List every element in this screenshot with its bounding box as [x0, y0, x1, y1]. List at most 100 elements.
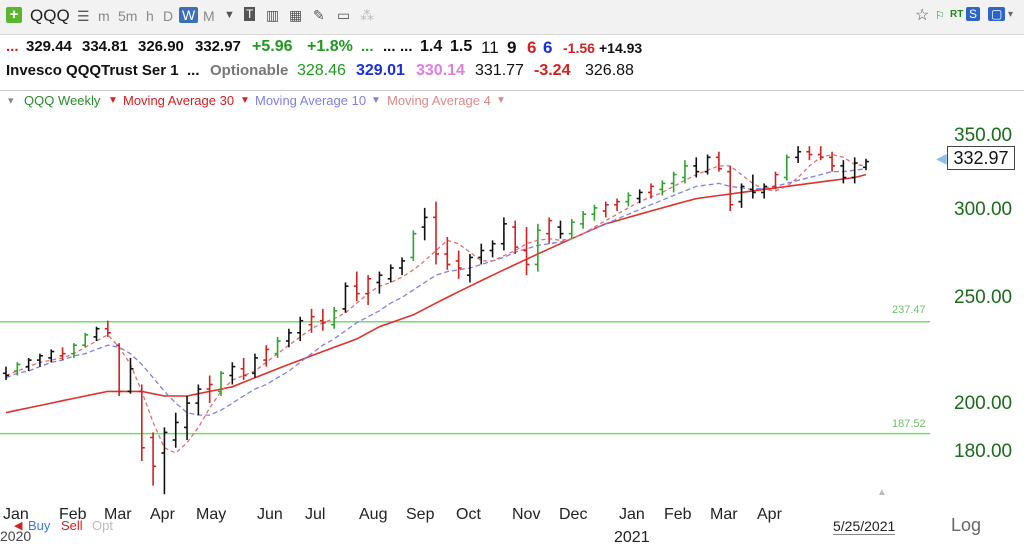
note-icon[interactable]: ▭ — [337, 7, 351, 23]
bar-chart-icon[interactable]: ▥ — [266, 7, 280, 23]
ohlc-bar — [48, 349, 55, 363]
log-toggle[interactable]: Log — [951, 515, 982, 535]
quote-v7: -1.56 — [563, 40, 595, 56]
quote-dots-2: ... — [361, 38, 374, 55]
tf-d[interactable]: D — [163, 8, 174, 24]
x-tick-jun: Jun — [257, 506, 283, 523]
ohlc-bar — [466, 253, 473, 283]
ohlc-bar — [693, 157, 700, 178]
expand-icon[interactable]: ▾ — [1008, 9, 1014, 20]
name-dots: ... — [187, 62, 200, 79]
ohlc-bar — [783, 154, 790, 181]
hline-label-237: 237.47 — [892, 304, 926, 316]
quote2-v3: 326.88 — [585, 62, 634, 79]
optionable-label: Optionable — [210, 62, 289, 79]
ohlc-bar — [331, 306, 338, 329]
x-tick-oct: Oct — [456, 506, 481, 523]
ohlc-bar — [557, 220, 564, 239]
legend-ma30[interactable]: Moving Average 30 — [123, 93, 235, 108]
series-line-0 — [5, 173, 867, 414]
y-tick-300: 300.00 — [954, 199, 1013, 220]
rt-badge[interactable]: RT — [950, 9, 964, 20]
quote-v5: 6 — [527, 38, 537, 57]
opt-button[interactable]: Opt — [92, 518, 113, 533]
star-icon[interactable]: ☆ — [915, 7, 930, 24]
quote-v2: 1.5 — [450, 38, 473, 55]
legend-dropdown-icon[interactable]: ▼ — [496, 95, 506, 106]
ohlc-bar — [14, 362, 21, 376]
quote-v3: 11 — [481, 38, 499, 57]
buy-button[interactable]: Buy — [28, 518, 51, 533]
tf-w[interactable]: W — [179, 7, 199, 23]
ohlc-bar — [104, 320, 111, 337]
ohlc-bar — [70, 343, 77, 358]
y-tick-250: 250.00 — [954, 287, 1013, 308]
ohlc-bar — [127, 357, 134, 394]
change-value: +5.96 — [252, 38, 293, 55]
list-icon[interactable]: ☰ — [77, 8, 90, 24]
x-tick-mar-2021: Mar — [710, 506, 738, 523]
ohlc-bar — [229, 362, 236, 385]
tf-m[interactable]: m — [98, 8, 110, 24]
legend-dropdown-icon[interactable]: ▼ — [371, 95, 381, 106]
dropdown-arrow-icon[interactable]: ▼ — [224, 9, 235, 21]
quote-dots-3: ... — [383, 38, 396, 55]
x-tick-mar: Mar — [104, 506, 132, 523]
ohlc-bar — [150, 432, 157, 486]
ohlc-bar — [410, 230, 417, 261]
ohlc-bar — [444, 236, 451, 270]
ohlc-bar — [851, 157, 858, 184]
ohlc-bar — [806, 146, 813, 161]
legend-dropdown-icon[interactable]: ▼ — [240, 95, 250, 106]
x-tick-nov: Nov — [512, 506, 541, 523]
symbol-field[interactable]: QQQ — [30, 6, 70, 25]
scroll-up-icon[interactable]: ▲ — [877, 487, 887, 498]
legend-ma4[interactable]: Moving Average 4 — [387, 93, 491, 108]
ohlc-bar — [478, 243, 485, 265]
ohlc-bar — [795, 146, 802, 164]
ohlc-bar — [387, 264, 394, 283]
ohlc-bar — [195, 384, 202, 416]
quote-v6: 6 — [543, 38, 553, 57]
ohlc-bar — [523, 227, 530, 276]
alert-icon[interactable]: ⚐ — [935, 10, 945, 22]
ma4-value: 330.14 — [416, 62, 465, 79]
ohlc-bar — [568, 218, 575, 239]
ohlc-bar — [319, 308, 326, 331]
s-icon[interactable]: S — [966, 7, 981, 21]
settings-icon[interactable]: ▢ — [988, 7, 1006, 21]
tf-m-month[interactable]: M — [203, 8, 215, 24]
ohlc-bar — [681, 160, 688, 184]
ohlc-bar — [116, 343, 123, 397]
x-tick-jul: Jul — [305, 506, 326, 523]
sell-button[interactable]: Sell — [61, 518, 83, 533]
quote-v8: +14.93 — [599, 40, 643, 56]
close-value: 332.97 — [195, 38, 241, 55]
draw-pencil-icon[interactable]: ✎ — [313, 7, 325, 23]
legend-symbol[interactable]: QQQ Weekly — [24, 93, 101, 108]
ohlc-bar — [591, 204, 598, 221]
ohlc-bar — [670, 171, 677, 193]
grid-icon[interactable]: ▦ — [289, 7, 303, 23]
ohlc-bar — [172, 412, 179, 448]
price-chart[interactable] — [0, 108, 935, 503]
security-name: Invesco QQQTrust Ser 1 — [6, 62, 179, 79]
add-symbol-icon[interactable]: + — [6, 7, 22, 23]
x-tick-sep: Sep — [406, 506, 435, 523]
ohlc-bar — [512, 220, 519, 254]
legend-ma10[interactable]: Moving Average 10 — [255, 93, 367, 108]
quote-v4: 9 — [507, 38, 517, 57]
tf-5m[interactable]: 5m — [118, 8, 138, 24]
y-tick-350: 350.00 — [954, 125, 1013, 146]
legend-dropdown-icon[interactable]: ▼ — [108, 95, 118, 106]
ohlc-bar — [353, 271, 360, 302]
x-tick-feb: Feb — [59, 506, 87, 523]
x-tick-feb-2021: Feb — [664, 506, 692, 523]
share-icon[interactable]: ⁂ — [360, 7, 374, 23]
text-tool-icon[interactable]: T — [244, 7, 256, 21]
legend-arrow-icon[interactable]: ▾ — [8, 95, 14, 107]
last-price-box: 332.97 — [947, 146, 1015, 170]
ohlc-bar — [580, 211, 587, 229]
tf-h[interactable]: h — [146, 8, 154, 24]
ohlc-bar — [342, 282, 349, 313]
